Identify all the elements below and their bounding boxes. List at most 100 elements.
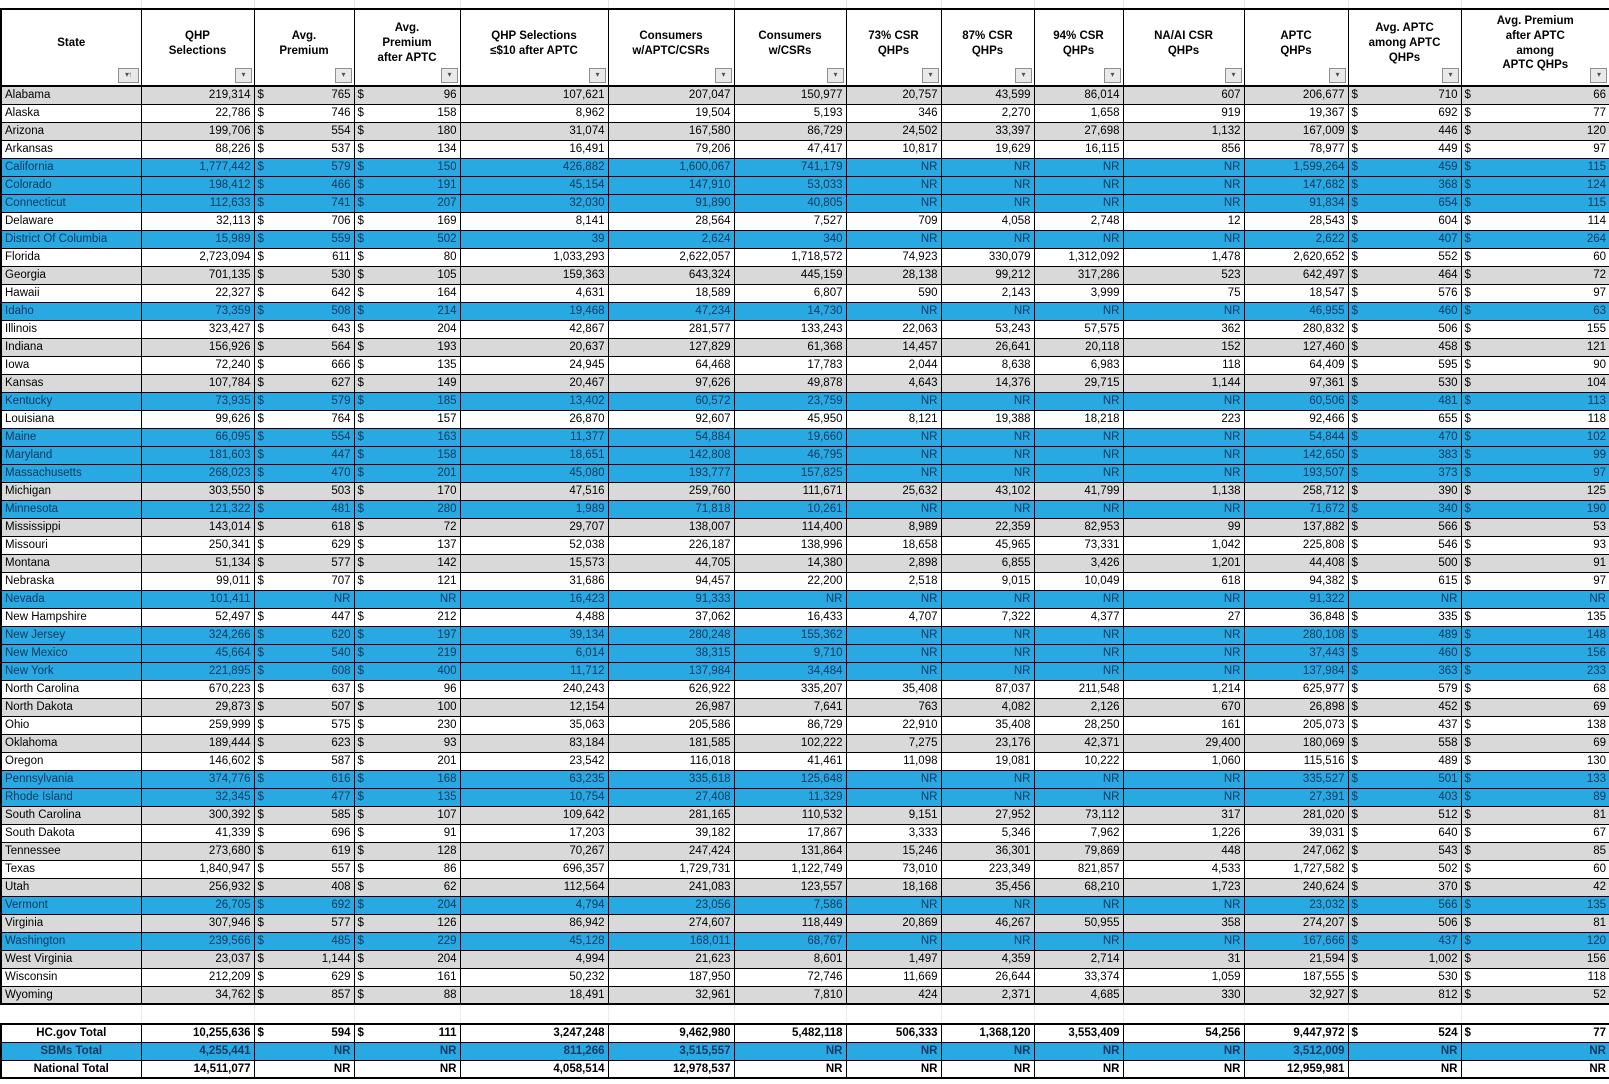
north-carolina-csr-87-cell[interactable]: 87,037 xyxy=(940,679,1035,699)
illinois-csr-87-cell[interactable]: 53,243 xyxy=(940,319,1035,339)
arkansas-qhp-selections-le10-after-aptc-cell[interactable]: 16,491 xyxy=(459,139,609,159)
new-hampshire-avg-premium-after-aptc-among-aptc-qhps-cell[interactable]: $135 xyxy=(1460,607,1609,627)
texas-avg-aptc-among-aptc-qhps-cell[interactable]: $502 xyxy=(1347,859,1462,879)
filter-button-avg-premium[interactable]: ▾ xyxy=(334,68,352,83)
arkansas-csr-73-cell[interactable]: 10,817 xyxy=(845,139,942,159)
oklahoma-csr-73-cell[interactable]: 7,275 xyxy=(845,733,942,753)
maryland-csr-94-cell[interactable]: NR xyxy=(1033,445,1124,465)
oklahoma-aptc-qhps-cell[interactable]: 180,069 xyxy=(1243,733,1349,753)
montana-avg-premium-cell[interactable]: $577 xyxy=(253,553,355,573)
michigan-state-cell[interactable]: Michigan xyxy=(0,481,142,501)
north-dakota-avg-premium-after-aptc-cell[interactable]: $100 xyxy=(353,697,461,717)
rhode-island-aptc-qhps-cell[interactable]: 27,391 xyxy=(1243,787,1349,807)
south-carolina-csr-87-cell[interactable]: 27,952 xyxy=(940,805,1035,825)
kansas-state-cell[interactable]: Kansas xyxy=(0,373,142,393)
filter-button-naai-csr[interactable]: ▾ xyxy=(1224,68,1242,83)
sort-filter-button-state[interactable]: ▾↑ xyxy=(117,68,139,83)
michigan-aptc-qhps-cell[interactable]: 258,712 xyxy=(1243,481,1349,501)
wyoming-aptc-qhps-cell[interactable]: 32,927 xyxy=(1243,985,1349,1005)
wyoming-qhp-selections-le10-after-aptc-cell[interactable]: 18,491 xyxy=(459,985,609,1005)
hawaii-csr-94-cell[interactable]: 3,999 xyxy=(1033,283,1124,303)
pennsylvania-aptc-qhps-cell[interactable]: 335,527 xyxy=(1243,769,1349,789)
sbms-total-csr-87-cell[interactable]: NR xyxy=(940,1041,1035,1061)
delaware-qhp-selections-cell[interactable]: 32,113 xyxy=(140,211,255,231)
new-hampshire-qhp-selections-cell[interactable]: 52,497 xyxy=(140,607,255,627)
texas-consumers-aptc-csrs-cell[interactable]: 1,729,731 xyxy=(607,859,735,879)
georgia-avg-premium-after-aptc-among-aptc-qhps-cell[interactable]: $72 xyxy=(1460,265,1609,285)
hc-gov-total-qhp-selections-le10-after-aptc-cell[interactable]: 3,247,248 xyxy=(459,1023,609,1043)
michigan-avg-premium-cell[interactable]: $503 xyxy=(253,481,355,501)
washington-consumers-aptc-csrs-cell[interactable]: 168,011 xyxy=(607,931,735,951)
louisiana-csr-73-cell[interactable]: 8,121 xyxy=(845,409,942,429)
delaware-state-cell[interactable]: Delaware xyxy=(0,211,142,231)
new-mexico-state-cell[interactable]: New Mexico xyxy=(0,643,142,663)
new-york-aptc-qhps-cell[interactable]: 137,984 xyxy=(1243,661,1349,681)
maine-consumers-aptc-csrs-cell[interactable]: 54,884 xyxy=(607,427,735,447)
new-york-csr-94-cell[interactable]: NR xyxy=(1033,661,1124,681)
district-of-columbia-csr-73-cell[interactable]: NR xyxy=(845,229,942,249)
oklahoma-consumers-aptc-csrs-cell[interactable]: 181,585 xyxy=(607,733,735,753)
alaska-consumers-aptc-csrs-cell[interactable]: 19,504 xyxy=(607,103,735,123)
new-jersey-qhp-selections-le10-after-aptc-cell[interactable]: 39,134 xyxy=(459,625,609,645)
illinois-naai-csr-cell[interactable]: 362 xyxy=(1122,319,1245,339)
kentucky-state-cell[interactable]: Kentucky xyxy=(0,391,142,411)
utah-naai-csr-cell[interactable]: 1,723 xyxy=(1122,877,1245,897)
oregon-avg-aptc-among-aptc-qhps-cell[interactable]: $489 xyxy=(1347,751,1462,771)
nebraska-aptc-qhps-cell[interactable]: 94,382 xyxy=(1243,571,1349,591)
maine-avg-aptc-among-aptc-qhps-cell[interactable]: $470 xyxy=(1347,427,1462,447)
connecticut-qhp-selections-cell[interactable]: 112,633 xyxy=(140,193,255,213)
pennsylvania-avg-premium-after-aptc-cell[interactable]: $168 xyxy=(353,769,461,789)
maine-naai-csr-cell[interactable]: NR xyxy=(1122,427,1245,447)
georgia-avg-premium-cell[interactable]: $530 xyxy=(253,265,355,285)
wisconsin-naai-csr-cell[interactable]: 1,059 xyxy=(1122,967,1245,987)
louisiana-qhp-selections-le10-after-aptc-cell[interactable]: 26,870 xyxy=(459,409,609,429)
colorado-avg-premium-cell[interactable]: $466 xyxy=(253,175,355,195)
georgia-avg-premium-after-aptc-cell[interactable]: $105 xyxy=(353,265,461,285)
nebraska-consumers-aptc-csrs-cell[interactable]: 94,457 xyxy=(607,571,735,591)
west-virginia-consumers-aptc-csrs-cell[interactable]: 21,623 xyxy=(607,949,735,969)
indiana-avg-premium-cell[interactable]: $564 xyxy=(253,337,355,357)
rhode-island-consumers-aptc-csrs-cell[interactable]: 27,408 xyxy=(607,787,735,807)
connecticut-csr-94-cell[interactable]: NR xyxy=(1033,193,1124,213)
ohio-aptc-qhps-cell[interactable]: 205,073 xyxy=(1243,715,1349,735)
michigan-avg-aptc-among-aptc-qhps-cell[interactable]: $390 xyxy=(1347,481,1462,501)
west-virginia-aptc-qhps-cell[interactable]: 21,594 xyxy=(1243,949,1349,969)
west-virginia-avg-premium-after-aptc-among-aptc-qhps-cell[interactable]: $156 xyxy=(1460,949,1609,969)
alabama-consumers-csrs-cell[interactable]: 150,977 xyxy=(733,85,847,105)
kentucky-avg-premium-after-aptc-among-aptc-qhps-cell[interactable]: $113 xyxy=(1460,391,1609,411)
north-dakota-qhp-selections-le10-after-aptc-cell[interactable]: 12,154 xyxy=(459,697,609,717)
texas-aptc-qhps-cell[interactable]: 1,727,582 xyxy=(1243,859,1349,879)
connecticut-qhp-selections-le10-after-aptc-cell[interactable]: 32,030 xyxy=(459,193,609,213)
connecticut-aptc-qhps-cell[interactable]: 91,834 xyxy=(1243,193,1349,213)
alaska-csr-73-cell[interactable]: 346 xyxy=(845,103,942,123)
north-dakota-csr-87-cell[interactable]: 4,082 xyxy=(940,697,1035,717)
montana-csr-87-cell[interactable]: 6,855 xyxy=(940,553,1035,573)
tennessee-consumers-aptc-csrs-cell[interactable]: 247,424 xyxy=(607,841,735,861)
virginia-avg-aptc-among-aptc-qhps-cell[interactable]: $506 xyxy=(1347,913,1462,933)
new-jersey-qhp-selections-cell[interactable]: 324,266 xyxy=(140,625,255,645)
missouri-state-cell[interactable]: Missouri xyxy=(0,535,142,555)
maine-csr-94-cell[interactable]: NR xyxy=(1033,427,1124,447)
south-carolina-qhp-selections-le10-after-aptc-cell[interactable]: 109,642 xyxy=(459,805,609,825)
kansas-naai-csr-cell[interactable]: 1,144 xyxy=(1122,373,1245,393)
national-total-csr-94-cell[interactable]: NR xyxy=(1033,1059,1124,1079)
ohio-csr-87-cell[interactable]: 35,408 xyxy=(940,715,1035,735)
louisiana-avg-premium-after-aptc-among-aptc-qhps-cell[interactable]: $118 xyxy=(1460,409,1609,429)
minnesota-avg-premium-after-aptc-cell[interactable]: $280 xyxy=(353,499,461,519)
tennessee-csr-87-cell[interactable]: 36,301 xyxy=(940,841,1035,861)
maryland-avg-premium-cell[interactable]: $447 xyxy=(253,445,355,465)
colorado-consumers-csrs-cell[interactable]: 53,033 xyxy=(733,175,847,195)
indiana-consumers-csrs-cell[interactable]: 61,368 xyxy=(733,337,847,357)
new-mexico-qhp-selections-cell[interactable]: 45,664 xyxy=(140,643,255,663)
south-carolina-avg-premium-after-aptc-cell[interactable]: $107 xyxy=(353,805,461,825)
south-carolina-avg-aptc-among-aptc-qhps-cell[interactable]: $512 xyxy=(1347,805,1462,825)
national-total-consumers-csrs-cell[interactable]: NR xyxy=(733,1059,847,1079)
delaware-avg-premium-cell[interactable]: $706 xyxy=(253,211,355,231)
new-jersey-csr-87-cell[interactable]: NR xyxy=(940,625,1035,645)
new-hampshire-qhp-selections-le10-after-aptc-cell[interactable]: 4,488 xyxy=(459,607,609,627)
maryland-naai-csr-cell[interactable]: NR xyxy=(1122,445,1245,465)
montana-csr-73-cell[interactable]: 2,898 xyxy=(845,553,942,573)
new-jersey-state-cell[interactable]: New Jersey xyxy=(0,625,142,645)
new-jersey-naai-csr-cell[interactable]: NR xyxy=(1122,625,1245,645)
colorado-qhp-selections-le10-after-aptc-cell[interactable]: 45,154 xyxy=(459,175,609,195)
